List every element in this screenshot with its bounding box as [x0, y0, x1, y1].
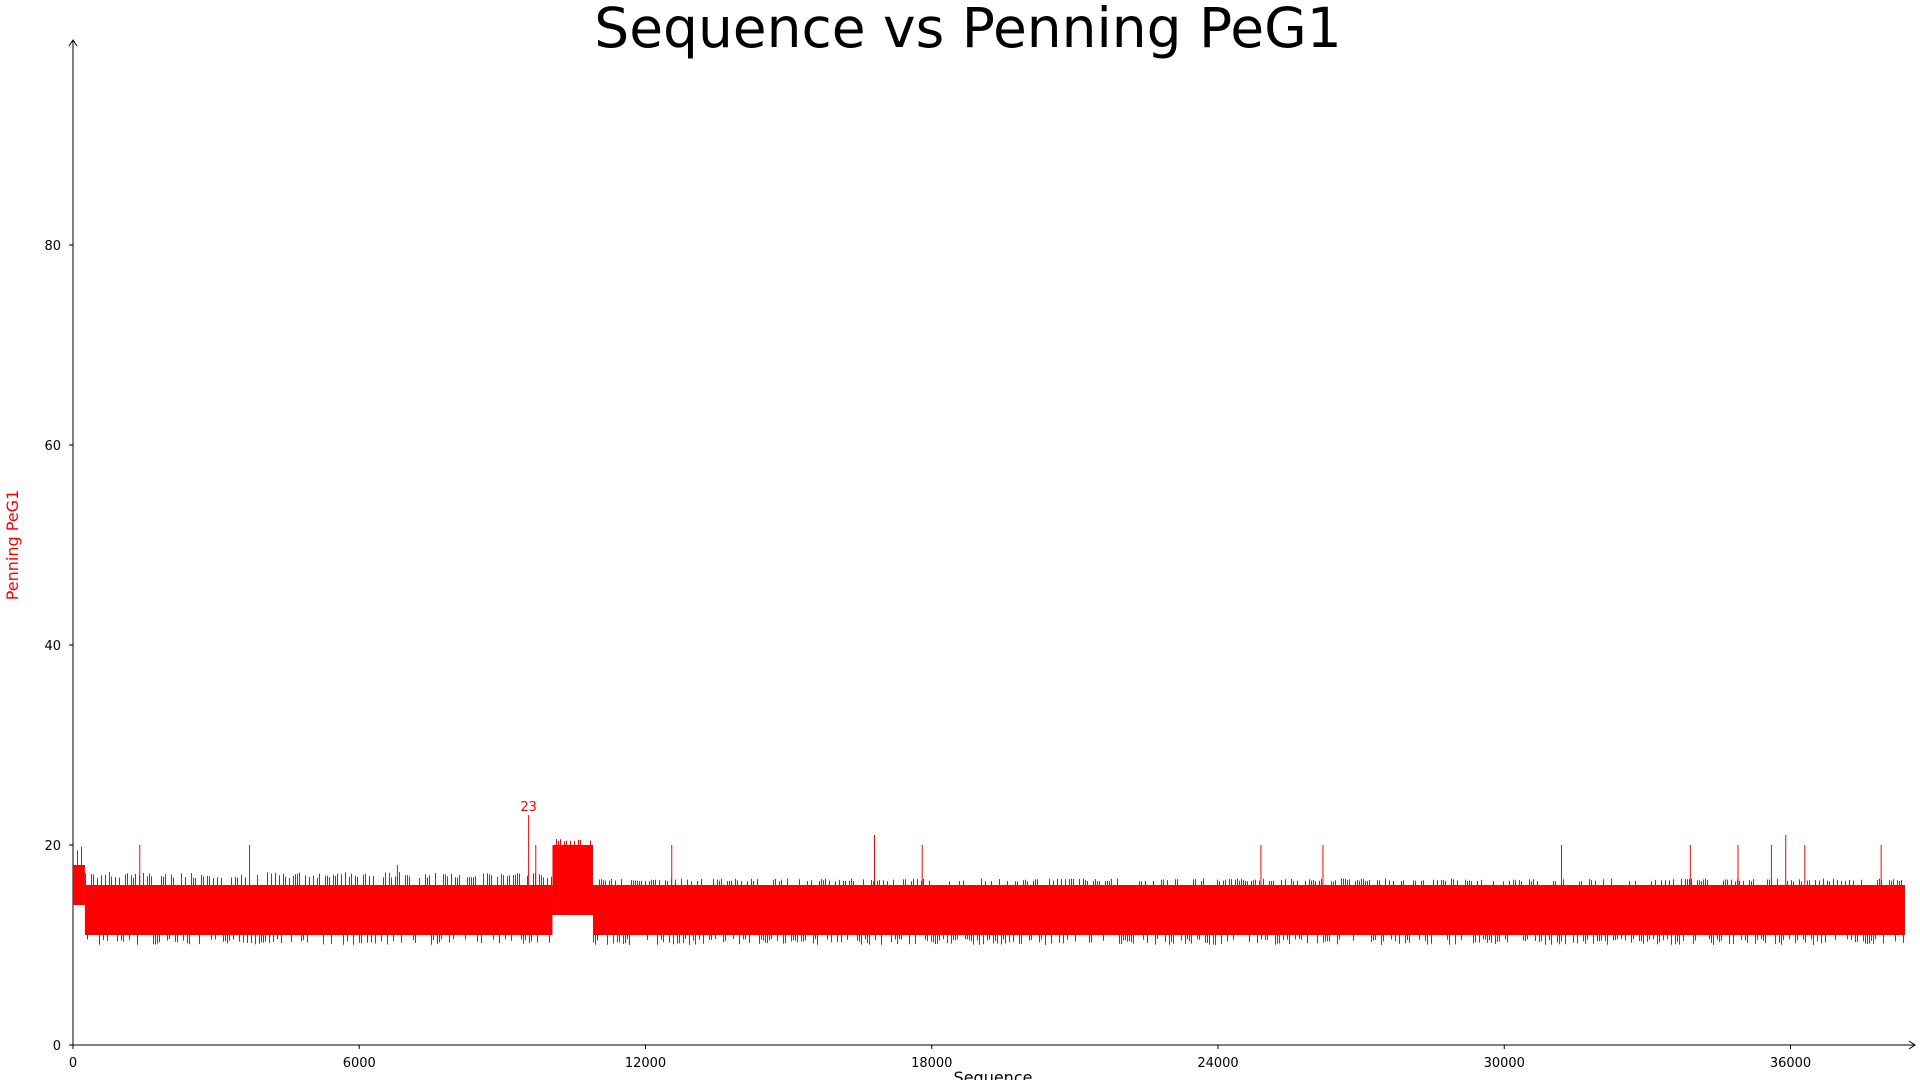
y-ticks: 0 20 40 60 80 — [44, 239, 73, 1054]
x-ticks: 0 6000 12000 18000 24000 30000 36000 — [69, 1045, 1811, 1071]
y-tick-label: 80 — [44, 239, 61, 254]
x-tick-label: 24000 — [1197, 1056, 1238, 1071]
series-noise — [593, 878, 1904, 945]
series-noise — [77, 846, 82, 865]
x-tick-label: 12000 — [625, 1056, 666, 1071]
series-segment-3 — [593, 878, 1906, 945]
x-axis-title: Sequence — [954, 1068, 1033, 1080]
x-tick-label: 6000 — [343, 1056, 376, 1071]
data-series — [73, 815, 1906, 945]
series-band — [593, 885, 1906, 935]
y-axis-arrow — [68, 39, 78, 47]
x-tick-label: 18000 — [911, 1056, 952, 1071]
y-tick-label: 40 — [44, 639, 61, 654]
y-tick-label: 60 — [44, 439, 61, 454]
series-band — [552, 845, 594, 915]
y-axis-title: Penning PeG1 — [3, 490, 22, 601]
series-segment-0 — [73, 846, 85, 905]
series-noise — [556, 839, 591, 845]
series-segment-1 — [84, 872, 553, 945]
y-tick-label: 0 — [53, 1039, 61, 1054]
chart-title: Sequence vs Penning PeG1 — [594, 0, 1341, 60]
series-band — [73, 865, 85, 905]
x-tick-label: 30000 — [1484, 1056, 1525, 1071]
y-tick-label: 20 — [44, 839, 61, 854]
x-tick-label: 36000 — [1770, 1056, 1811, 1071]
series-noise — [85, 872, 552, 945]
series-band — [84, 885, 553, 935]
series-spikes — [139, 815, 1882, 895]
peak-annotation: 23 — [520, 800, 537, 815]
x-axis-arrow — [1908, 1040, 1916, 1050]
x-tick-label: 0 — [69, 1056, 77, 1071]
annotations: 23 — [520, 800, 537, 815]
series-segment-2 — [552, 839, 594, 915]
